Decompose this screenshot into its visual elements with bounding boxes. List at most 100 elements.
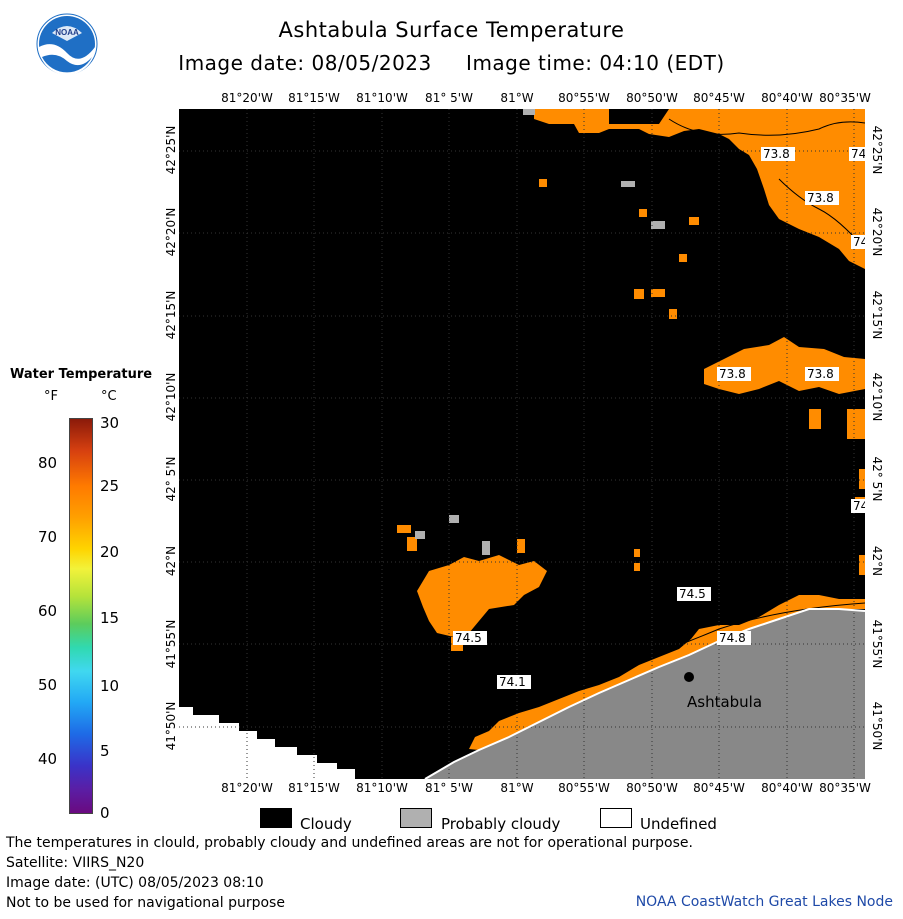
fahrenheit-tick-label: 80 [38, 454, 58, 472]
ashtabula-marker [684, 672, 694, 682]
celsius-tick-label: 10 [100, 677, 120, 695]
undefined-swatch [600, 808, 632, 828]
land-area [425, 609, 865, 779]
bottom-tick-label: 81° 5'W [425, 781, 473, 795]
temperature-map: Ashtabula 73.8 74 73.8 74 73.8 73.8 74 74.5 74.5… [179, 109, 865, 779]
bottom-tick-label: 80°45'W [693, 781, 745, 795]
utc-date-text: Image date: (UTC) 08/05/2023 08:10 [6, 875, 264, 891]
celsius-tick-label: 20 [100, 543, 120, 561]
water-speck [634, 289, 644, 299]
left-tick-label: 42° 5'N [164, 456, 178, 502]
svg-text:74: 74 [853, 499, 865, 513]
top-tick-label: 81°20'W [221, 91, 273, 105]
coastal-water [469, 595, 865, 750]
temperature-label: 74.5 [677, 587, 711, 601]
top-tick-label: 80°40'W [761, 91, 813, 105]
temperature-label: 73.8 [805, 191, 839, 205]
bottom-tick-label: 81°20'W [221, 781, 273, 795]
right-tick-label: 42°N [870, 545, 884, 577]
bottom-tick-label: 81°15'W [288, 781, 340, 795]
svg-text:74.1: 74.1 [499, 675, 526, 689]
legend-title: Water Temperature [10, 367, 153, 382]
svg-text:74: 74 [851, 147, 865, 161]
water-speck [407, 537, 417, 551]
right-tick-label: 42°25'N [870, 125, 884, 175]
right-tick-label: 41°50'N [870, 701, 884, 751]
probably-cloudy-swatch [400, 808, 432, 828]
temperature-label: 74 [849, 147, 865, 161]
temperature-label: 74.8 [717, 631, 751, 645]
credit-text: NOAA CoastWatch Great Lakes Node [635, 894, 893, 910]
top-tick-label: 81°W [500, 91, 534, 105]
coastline [424, 608, 865, 779]
unit-fahrenheit: °F [44, 389, 58, 404]
top-tick-label: 81°15'W [288, 91, 340, 105]
water-speck [517, 539, 525, 553]
undefined-area [179, 707, 355, 779]
water-speck [634, 549, 640, 557]
top-tick-label: 80°35'W [819, 91, 871, 105]
unit-celsius: °C [101, 389, 117, 404]
bottom-tick-label: 80°50'W [626, 781, 678, 795]
svg-text:73.8: 73.8 [763, 147, 790, 161]
probably-cloudy-label: Probably cloudy [441, 815, 561, 833]
right-tick-label: 42°20'N [870, 207, 884, 257]
disclaimer-text: The temperatures in clould, probably clo… [6, 835, 693, 851]
svg-text:73.8: 73.8 [719, 367, 746, 381]
navigation-warning: Not to be used for navigational purpose [6, 895, 285, 911]
left-tick-label: 42°25'N [164, 125, 178, 175]
probably-cloudy-speck [621, 181, 635, 187]
water-speck [679, 254, 687, 262]
fahrenheit-tick-label: 40 [38, 750, 58, 768]
probably-cloudy-speck [523, 109, 535, 115]
top-tick-label: 81°10'W [356, 91, 408, 105]
top-tick-label: 80°45'W [693, 91, 745, 105]
left-tick-label: 41°55'N [164, 619, 178, 669]
water-speck [859, 555, 865, 575]
bottom-tick-label: 81°W [500, 781, 534, 795]
water-speck [634, 563, 640, 571]
water-speck [847, 409, 865, 439]
right-tick-label: 41°55'N [870, 619, 884, 669]
top-tick-label: 81° 5'W [425, 91, 473, 105]
temperature-label: 73.8 [717, 367, 751, 381]
celsius-tick-label: 25 [100, 477, 120, 495]
bottom-tick-label: 81°10'W [356, 781, 408, 795]
celsius-tick-label: 30 [100, 414, 120, 432]
celsius-tick-label: 15 [100, 609, 120, 627]
noaa-logo: NOAA [36, 13, 98, 75]
right-tick-label: 42°10'N [870, 372, 884, 422]
water-speck [639, 209, 647, 217]
temperature-labels: 73.8 74 73.8 74 73.8 73.8 74 74.5 74.5 74.8 74.1 [453, 147, 865, 689]
water-speck [669, 309, 677, 319]
satellite-text: Satellite: VIIRS_N20 [6, 855, 145, 871]
right-tick-label: 42° 5'N [870, 456, 884, 502]
top-tick-label: 80°50'W [626, 91, 678, 105]
isotherms [478, 118, 865, 720]
place-label: Ashtabula [687, 693, 762, 711]
left-tick-label: 42°15'N [164, 290, 178, 340]
temperature-label: 74 [851, 499, 865, 513]
temperature-label: 74.5 [453, 631, 487, 645]
left-tick-label: 42°10'N [164, 372, 178, 422]
temperature-label: 73.8 [761, 147, 795, 161]
fahrenheit-tick-label: 60 [38, 602, 58, 620]
west-water [417, 555, 547, 637]
cloudy-swatch [260, 808, 292, 828]
celsius-tick-label: 5 [100, 742, 110, 760]
noaa-logo-text: NOAA [55, 28, 79, 37]
temperature-label: 74.1 [497, 675, 531, 689]
svg-text:73.8: 73.8 [807, 191, 834, 205]
probably-cloudy-speck [415, 531, 425, 539]
svg-text:74.8: 74.8 [719, 631, 746, 645]
water-speck [809, 409, 821, 429]
temperature-label: 74 [851, 235, 865, 249]
svg-text:73.8: 73.8 [807, 367, 834, 381]
bottom-tick-label: 80°55'W [558, 781, 610, 795]
page-title: Ashtabula Surface Temperature [278, 18, 625, 42]
water-speck [859, 469, 865, 489]
celsius-tick-label: 0 [100, 804, 110, 822]
probably-cloudy-speck [482, 541, 490, 555]
fahrenheit-tick-label: 70 [38, 528, 58, 546]
undefined-label: Undefined [640, 815, 717, 833]
